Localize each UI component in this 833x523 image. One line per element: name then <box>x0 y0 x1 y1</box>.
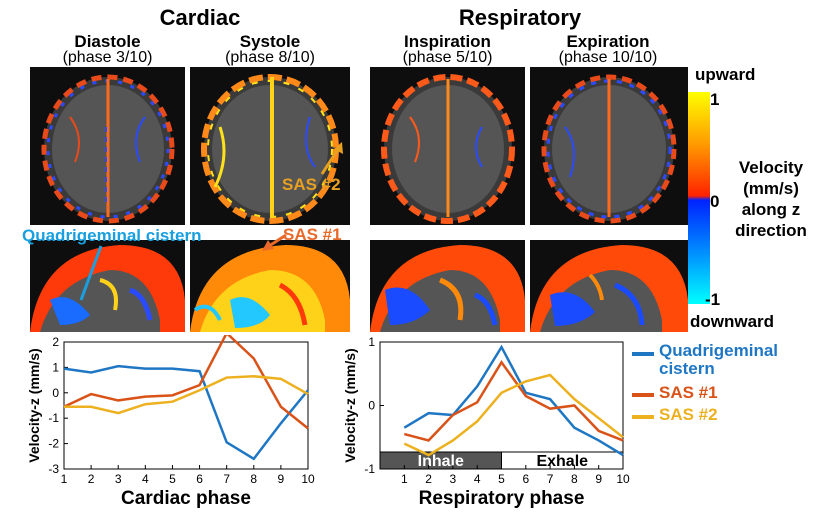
x-tick-label: 2 <box>88 472 95 486</box>
x-tick-label: 7 <box>223 472 230 486</box>
sas2-arrow-icon <box>320 142 343 175</box>
cardiac-velocity-chart: 1 2 3 4 5 6 7 8 9 10 -3 -2 -1 0 1 2 Cardiac phase Velocit… <box>26 335 315 509</box>
inspiration-axial-image <box>370 67 525 225</box>
y-tick-label: 0 <box>52 386 59 400</box>
legend-label: Quadrigeminal <box>659 341 779 360</box>
x-tick-label: 10 <box>616 472 630 486</box>
x-tick-label: 8 <box>571 472 578 486</box>
y-tick-label: -1 <box>48 411 59 425</box>
expiration-axial-image <box>530 67 688 225</box>
expiration-phase: (phase 10/10) <box>558 49 658 66</box>
x-tick-label: 5 <box>498 472 505 486</box>
legend-label: SAS #1 <box>659 383 718 402</box>
sas1-arrow-icon <box>262 233 287 251</box>
x-axis-label: Respiratory phase <box>419 488 585 509</box>
colorbar-title-line: (mm/s) <box>743 179 799 198</box>
x-tick-label: 3 <box>450 472 457 486</box>
legend-swatch <box>632 393 654 397</box>
colorbar-title-line: direction <box>735 221 807 240</box>
inspiration-phase: (phase 5/10) <box>402 49 493 66</box>
x-tick-label: 8 <box>250 472 257 486</box>
x-tick-label: 6 <box>522 472 529 486</box>
legend-item: SAS #1 <box>632 384 832 406</box>
phase-band-label: Inhale <box>418 453 464 470</box>
colorbar-title-line: Velocity <box>738 158 804 177</box>
x-tick-label: 1 <box>401 472 408 486</box>
x-tick-label: 10 <box>301 472 315 486</box>
y-tick-label: 1 <box>52 360 59 374</box>
legend-item: SAS #2 <box>632 406 832 428</box>
respiratory-header: Respiratory <box>458 5 582 30</box>
colorbar-bottom-label: downward <box>690 312 775 331</box>
legend-item: Quadrigeminal cistern <box>632 342 832 384</box>
diastole-sagittal-image <box>30 240 185 332</box>
systole-sagittal-image <box>190 240 350 332</box>
series-line <box>63 364 309 461</box>
legend-label: cistern <box>659 359 715 378</box>
plot-frame <box>63 341 309 470</box>
inspiration-sagittal-image <box>370 240 525 332</box>
y-tick-label: -2 <box>48 437 59 451</box>
colorbar-title-line: along z <box>741 200 801 219</box>
colorbar-tick-max: 1 <box>710 90 720 109</box>
x-tick-label: 9 <box>595 472 602 486</box>
x-tick-label: 6 <box>196 472 203 486</box>
series-line <box>403 360 624 442</box>
quadrigeminal-annotation: Quadrigeminal cistern <box>22 226 202 245</box>
phase-band-label: Exhale <box>536 453 588 470</box>
x-tick-label: 5 <box>169 472 176 486</box>
systole-label: Systole <box>239 32 301 51</box>
quadrigeminal-arrow-icon <box>79 245 103 301</box>
x-tick-label: 2 <box>425 472 432 486</box>
y-tick-label: -1 <box>364 462 375 476</box>
diastole-label: Diastole <box>74 32 141 51</box>
diastole-axial-image <box>30 67 185 225</box>
x-tick-label: 4 <box>474 472 481 486</box>
respiratory-velocity-chart: Inhale Exhale 1 2 3 4 5 6 7 8 9 10 -1 0 1 Respiratory p… <box>342 335 630 509</box>
series-line <box>403 344 624 457</box>
legend-swatch <box>632 415 654 419</box>
systole-axial-image <box>190 67 350 225</box>
y-tick-label: 1 <box>368 335 375 349</box>
diastole-phase: (phase 3/10) <box>62 49 153 66</box>
x-tick-label: 1 <box>61 472 68 486</box>
sas1-annotation: SAS #1 <box>283 225 342 244</box>
legend-swatch <box>632 352 654 356</box>
expiration-label: Expiration <box>566 32 650 51</box>
y-axis-label: Velocity-z (mm/s) <box>26 348 42 462</box>
x-tick-label: 7 <box>547 472 554 486</box>
x-axis-label: Cardiac phase <box>121 488 251 509</box>
colorbar-title: Velocity (mm/s) along z direction <box>726 157 816 241</box>
colorbar-top-label: upward <box>695 65 756 84</box>
legend: Quadrigeminal cistern SAS #1 SAS #2 <box>632 342 832 428</box>
series-line <box>63 335 309 430</box>
legend-label: SAS #2 <box>659 405 718 424</box>
sas2-annotation: SAS #2 <box>282 175 341 194</box>
y-axis-label: Velocity-z (mm/s) <box>342 348 358 462</box>
x-tick-label: 3 <box>115 472 122 486</box>
y-tick-label: -3 <box>48 462 59 476</box>
colorbar-tick-mid: 0 <box>710 192 720 211</box>
x-tick-label: 9 <box>278 472 285 486</box>
series-line <box>64 375 309 415</box>
series-line <box>403 373 624 457</box>
cardiac-header: Cardiac <box>159 5 241 30</box>
systole-phase: (phase 8/10) <box>225 49 315 66</box>
inspiration-label: Inspiration <box>404 32 491 51</box>
x-tick-label: 4 <box>142 472 149 486</box>
colorbar <box>688 92 710 304</box>
y-tick-label: 0 <box>368 399 375 413</box>
colorbar-tick-min: -1 <box>705 290 721 309</box>
y-tick-label: 2 <box>52 335 59 349</box>
expiration-sagittal-image <box>530 240 688 332</box>
